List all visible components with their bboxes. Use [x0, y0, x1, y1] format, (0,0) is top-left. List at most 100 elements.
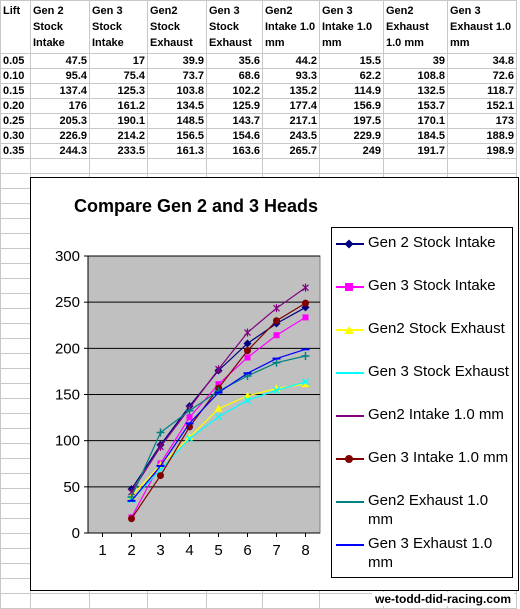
table-cell[interactable]: 161.2: [89, 98, 148, 114]
empty-cell[interactable]: [383, 158, 448, 174]
table-cell[interactable]: 161.3: [147, 143, 207, 159]
table-cell[interactable]: 39.9: [147, 53, 207, 69]
empty-cell[interactable]: [0, 443, 31, 459]
empty-cell[interactable]: [0, 188, 31, 204]
table-cell[interactable]: 114.9: [319, 83, 384, 99]
table-cell[interactable]: 249: [319, 143, 384, 159]
empty-cell[interactable]: [0, 158, 31, 174]
table-cell[interactable]: 95.4: [30, 68, 90, 84]
chart-legend[interactable]: Gen 2 Stock Intake Gen 3 Stock Intake Gen2…: [331, 227, 513, 578]
table-cell[interactable]: 217.1: [262, 113, 320, 129]
table-cell[interactable]: 243.5: [262, 128, 320, 144]
table-cell[interactable]: 226.9: [30, 128, 90, 144]
empty-cell[interactable]: [0, 533, 31, 549]
empty-cell[interactable]: [0, 413, 31, 429]
lift-cell[interactable]: 0.35: [0, 143, 31, 159]
empty-cell[interactable]: [0, 563, 31, 579]
table-cell[interactable]: 118.7: [447, 83, 517, 99]
empty-cell[interactable]: [319, 158, 384, 174]
header-lift[interactable]: Lift: [0, 0, 31, 54]
legend-item[interactable]: Gen 2 Stock Intake: [332, 233, 512, 275]
empty-cell[interactable]: [0, 368, 31, 384]
table-cell[interactable]: 184.5: [383, 128, 448, 144]
table-cell[interactable]: 73.7: [147, 68, 207, 84]
empty-cell[interactable]: [206, 593, 263, 609]
empty-cell[interactable]: [0, 293, 31, 309]
table-cell[interactable]: 132.5: [383, 83, 448, 99]
table-cell[interactable]: 148.5: [147, 113, 207, 129]
column-header[interactable]: Gen 2 Stock Intake: [30, 0, 90, 54]
empty-cell[interactable]: [147, 158, 207, 174]
empty-cell[interactable]: [0, 338, 31, 354]
legend-item[interactable]: Gen2 Exhaust 1.0 mm: [332, 491, 512, 533]
table-cell[interactable]: 72.6: [447, 68, 517, 84]
table-cell[interactable]: 244.3: [30, 143, 90, 159]
empty-cell[interactable]: [0, 473, 31, 489]
empty-cell[interactable]: [0, 323, 31, 339]
lift-cell[interactable]: 0.15: [0, 83, 31, 99]
table-cell[interactable]: 93.3: [262, 68, 320, 84]
empty-cell[interactable]: [0, 503, 31, 519]
table-cell[interactable]: 163.6: [206, 143, 263, 159]
lift-cell[interactable]: 0.20: [0, 98, 31, 114]
table-cell[interactable]: 191.7: [383, 143, 448, 159]
table-cell[interactable]: 103.8: [147, 83, 207, 99]
table-cell[interactable]: 134.5: [147, 98, 207, 114]
legend-item[interactable]: Gen 3 Exhaust 1.0 mm: [332, 534, 512, 576]
empty-cell[interactable]: [0, 398, 31, 414]
empty-cell[interactable]: [0, 263, 31, 279]
table-cell[interactable]: 15.5: [319, 53, 384, 69]
empty-cell[interactable]: [89, 158, 148, 174]
table-cell[interactable]: 170.1: [383, 113, 448, 129]
table-cell[interactable]: 229.9: [319, 128, 384, 144]
table-cell[interactable]: 34.8: [447, 53, 517, 69]
empty-cell[interactable]: [0, 308, 31, 324]
empty-cell[interactable]: [262, 593, 320, 609]
table-cell[interactable]: 265.7: [262, 143, 320, 159]
lift-cell[interactable]: 0.25: [0, 113, 31, 129]
table-cell[interactable]: 190.1: [89, 113, 148, 129]
table-cell[interactable]: 173: [447, 113, 517, 129]
column-header[interactable]: Gen 3 Intake 1.0 mm: [319, 0, 384, 54]
table-cell[interactable]: 35.6: [206, 53, 263, 69]
empty-cell[interactable]: [0, 428, 31, 444]
column-header[interactable]: Gen 3 Stock Exhaust: [206, 0, 263, 54]
legend-item[interactable]: Gen 3 Stock Intake: [332, 276, 512, 318]
table-cell[interactable]: 39: [383, 53, 448, 69]
table-cell[interactable]: 197.5: [319, 113, 384, 129]
empty-cell[interactable]: [0, 203, 31, 219]
empty-cell[interactable]: [0, 488, 31, 504]
table-cell[interactable]: 17: [89, 53, 148, 69]
table-cell[interactable]: 143.7: [206, 113, 263, 129]
table-cell[interactable]: 156.9: [319, 98, 384, 114]
empty-cell[interactable]: [206, 158, 263, 174]
table-cell[interactable]: 198.9: [447, 143, 517, 159]
lift-cell[interactable]: 0.05: [0, 53, 31, 69]
table-cell[interactable]: 233.5: [89, 143, 148, 159]
column-header[interactable]: Gen 3 Stock Intake: [89, 0, 148, 54]
table-cell[interactable]: 108.8: [383, 68, 448, 84]
empty-cell[interactable]: [0, 233, 31, 249]
table-cell[interactable]: 44.2: [262, 53, 320, 69]
table-cell[interactable]: 205.3: [30, 113, 90, 129]
table-cell[interactable]: 47.5: [30, 53, 90, 69]
empty-cell[interactable]: [447, 158, 517, 174]
table-cell[interactable]: 152.1: [447, 98, 517, 114]
legend-item[interactable]: Gen2 Intake 1.0 mm: [332, 405, 512, 447]
empty-cell[interactable]: [0, 383, 31, 399]
empty-cell[interactable]: [0, 173, 31, 189]
column-header[interactable]: Gen 3 Exhaust 1.0 mm: [447, 0, 517, 54]
empty-cell[interactable]: [0, 518, 31, 534]
table-cell[interactable]: 125.9: [206, 98, 263, 114]
empty-cell[interactable]: [30, 158, 90, 174]
table-cell[interactable]: 102.2: [206, 83, 263, 99]
empty-cell[interactable]: [0, 458, 31, 474]
chart-area[interactable]: Compare Gen 2 and 3 Heads 0 50 100 150 200 25…: [30, 177, 519, 591]
empty-cell[interactable]: [0, 353, 31, 369]
empty-cell[interactable]: [0, 278, 31, 294]
lift-cell[interactable]: 0.30: [0, 128, 31, 144]
empty-cell[interactable]: [89, 593, 148, 609]
empty-cell[interactable]: [147, 593, 207, 609]
legend-item[interactable]: Gen2 Stock Exhaust: [332, 319, 512, 361]
legend-item[interactable]: Gen 3 Stock Exhaust: [332, 362, 512, 404]
